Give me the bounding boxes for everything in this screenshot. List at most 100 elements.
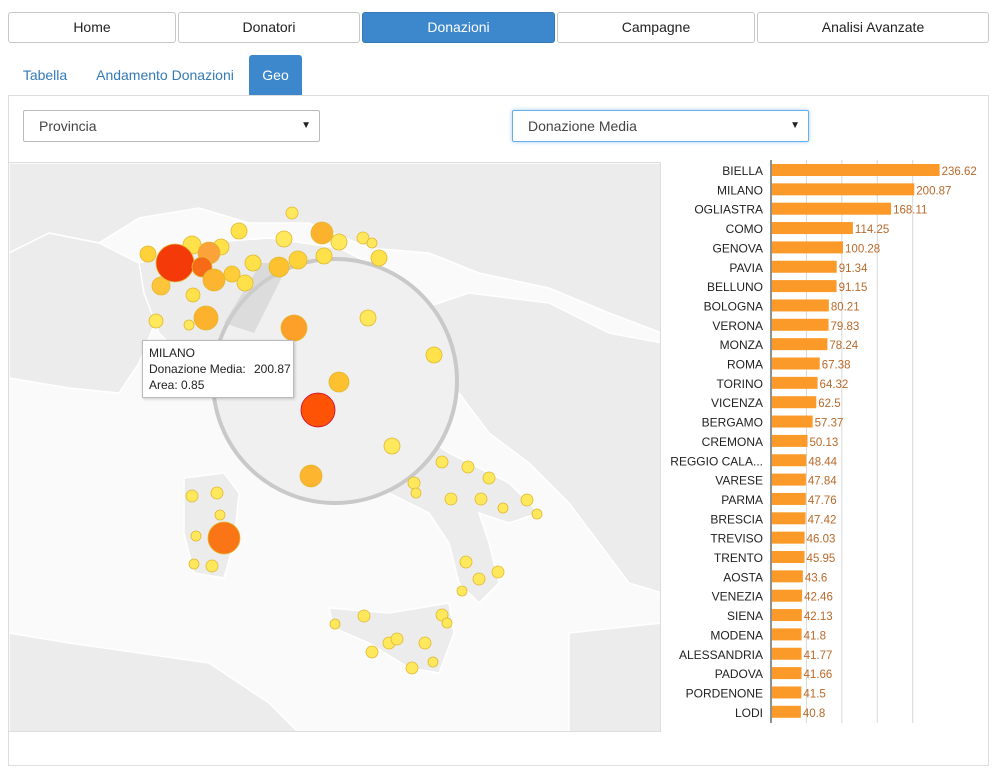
bar[interactable] (772, 647, 802, 660)
tab-tabella[interactable]: Tabella (22, 67, 68, 83)
map-bubble[interactable] (223, 265, 241, 283)
map-bubble[interactable] (190, 530, 202, 542)
map-bubble-biella[interactable] (155, 243, 195, 283)
bar[interactable] (772, 473, 806, 486)
bar[interactable] (772, 531, 805, 544)
map-bubble[interactable] (139, 245, 157, 263)
map-bubble[interactable] (444, 492, 458, 506)
bar[interactable] (772, 551, 805, 563)
map-bubble[interactable] (531, 508, 543, 520)
bar[interactable] (772, 396, 817, 409)
bar[interactable] (772, 454, 807, 467)
map-bubble[interactable] (435, 455, 449, 469)
map-bubble[interactable] (329, 618, 341, 630)
map-bubble[interactable] (185, 489, 199, 503)
map-bubble[interactable] (285, 206, 299, 220)
map-bubble[interactable] (491, 565, 505, 579)
nav-donatori-button[interactable]: Donatori (178, 12, 360, 43)
map-bubble[interactable] (405, 661, 419, 675)
map-bubble[interactable] (288, 250, 308, 270)
bar[interactable] (772, 164, 940, 176)
map-bubble[interactable] (410, 487, 422, 499)
nav-home-button[interactable]: Home (8, 12, 176, 43)
map-bubble[interactable] (244, 254, 262, 272)
map-bubble[interactable] (202, 268, 226, 292)
map-bubble[interactable] (357, 609, 371, 623)
map-bubble[interactable] (151, 276, 171, 296)
bar[interactable] (772, 357, 820, 370)
map-bubble[interactable] (299, 464, 323, 488)
bar[interactable] (772, 183, 915, 196)
map-bubble[interactable] (185, 287, 201, 303)
bar[interactable] (772, 222, 853, 235)
bar[interactable] (772, 434, 808, 447)
bar[interactable] (772, 202, 892, 215)
bar-category-label: AOSTA (723, 570, 763, 584)
bar[interactable] (772, 609, 802, 622)
map-bubble[interactable] (497, 502, 509, 514)
map-bubble[interactable] (148, 313, 164, 329)
map-bubble[interactable] (210, 486, 224, 500)
map-bubble[interactable] (315, 247, 333, 265)
bar[interactable] (772, 241, 844, 254)
map-bubble[interactable] (280, 314, 308, 342)
nav-analisi-avanzate-button[interactable]: Analisi Avanzate (757, 12, 989, 43)
map-bubble[interactable] (183, 319, 195, 331)
map-area[interactable] (8, 162, 661, 732)
map-bubble[interactable] (427, 656, 439, 668)
bar[interactable] (772, 338, 828, 351)
map-bubble[interactable] (520, 493, 534, 507)
map-bubble-milano[interactable] (300, 392, 336, 428)
map-bubble[interactable] (482, 471, 496, 485)
bar[interactable] (772, 318, 829, 331)
bar-category-label: REGGIO CALA... (670, 454, 763, 468)
map-bubble[interactable] (370, 249, 388, 267)
area-level-select[interactable]: Provincia ▼ (23, 110, 320, 142)
map-bubble[interactable] (441, 617, 453, 629)
bar[interactable] (772, 589, 803, 602)
map-bubble[interactable] (407, 476, 421, 490)
nav-campagne-button[interactable]: Campagne (557, 12, 755, 43)
map-bubble[interactable] (456, 585, 468, 597)
bar[interactable] (772, 686, 802, 699)
map-bubble[interactable] (268, 256, 290, 278)
map-bubble[interactable] (383, 437, 401, 455)
map-bubble[interactable] (425, 346, 443, 364)
metric-select[interactable]: Donazione Media ▼ (512, 110, 809, 142)
nav-donazioni-button[interactable]: Donazioni (362, 12, 555, 43)
bar[interactable] (772, 570, 803, 583)
map-bubble[interactable] (330, 233, 348, 251)
bar[interactable] (772, 280, 837, 293)
map-bubble-ogliastra[interactable] (207, 521, 241, 555)
map-bubble[interactable] (390, 632, 404, 646)
map-bubble[interactable] (359, 309, 377, 327)
map-bubble[interactable] (418, 636, 432, 650)
map-bubble[interactable] (365, 645, 379, 659)
map-bubble[interactable] (205, 559, 219, 573)
map-bubble[interactable] (275, 230, 293, 248)
map-bubble[interactable] (366, 237, 378, 249)
map-bubble[interactable] (328, 371, 350, 393)
bar[interactable] (772, 667, 802, 680)
map-bubble[interactable] (236, 274, 254, 292)
bar[interactable] (772, 492, 806, 505)
map-bubble[interactable] (474, 492, 488, 506)
tab-andamento-donazioni[interactable]: Andamento Donazioni (96, 67, 234, 83)
bar[interactable] (772, 628, 802, 641)
bar[interactable] (772, 415, 813, 428)
map-bubble[interactable] (193, 305, 219, 331)
map-bubble[interactable] (214, 509, 226, 521)
bar[interactable] (772, 299, 829, 312)
map-bubble[interactable] (461, 460, 475, 474)
map-bubble[interactable] (356, 231, 370, 245)
map-bubble[interactable] (459, 555, 473, 569)
map-bubble[interactable] (472, 572, 486, 586)
map-bubble[interactable] (310, 221, 334, 245)
bar[interactable] (772, 512, 806, 525)
bar[interactable] (772, 260, 837, 273)
bar[interactable] (772, 376, 818, 389)
map-bubble[interactable] (188, 558, 200, 570)
tab-geo[interactable]: Geo (249, 55, 302, 95)
map-bubble[interactable] (230, 222, 248, 240)
bar[interactable] (772, 705, 801, 718)
